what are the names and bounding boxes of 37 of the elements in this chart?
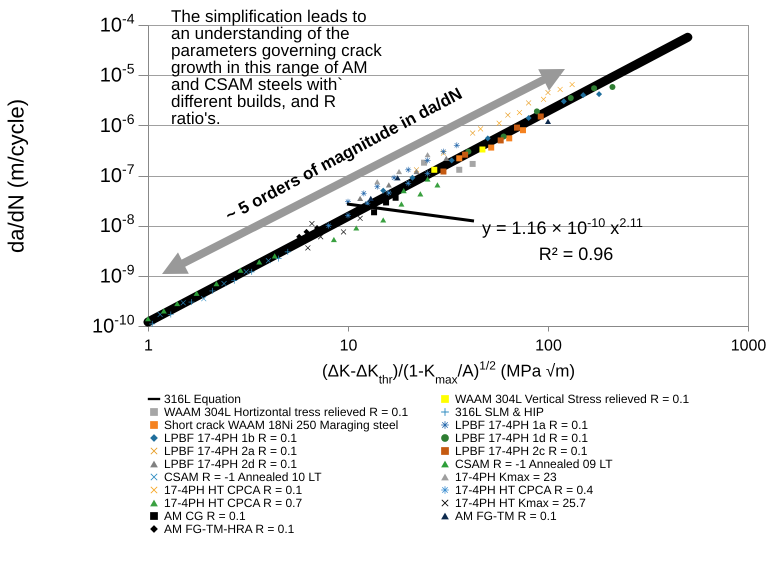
legend-label: AM FG-TM-HRA R = 0.1 bbox=[164, 522, 295, 536]
y-tick-label: 10$^{-9}$ bbox=[100, 261, 135, 288]
x-tick-label: 10 bbox=[340, 338, 358, 354]
legend-label: LPBF 17-4PH 1a R = 0.1 bbox=[455, 418, 588, 432]
y-axis-title: da/dN (m/cycle) bbox=[3, 98, 28, 254]
legend-label: 17-4PH HT CPCA R = 0.4 bbox=[455, 483, 594, 497]
legend-label: CSAM R = -1 Annealed 10 LT bbox=[164, 470, 322, 484]
legend-label: LPBF 17-4PH 1d R = 0.1 bbox=[455, 431, 588, 445]
x-tick-label: 1 bbox=[144, 338, 154, 354]
legend-label: 17-4PH HT CPCA R = 0.7 bbox=[164, 496, 302, 510]
y-tick-label: 10$^{-8}$ bbox=[100, 211, 135, 238]
y-tick-label: 10$^{-7}$ bbox=[100, 161, 135, 187]
legend-label: AM CG R = 0.1 bbox=[164, 509, 246, 523]
y-tick-label: 10$^{-6}$ bbox=[100, 110, 135, 137]
legend-label: LPBF 17-4PH 2c R = 0.1 bbox=[455, 444, 588, 458]
annotation: R² = 0.96 bbox=[538, 244, 614, 264]
x-tick-label: 100 bbox=[535, 338, 562, 354]
legend-label: WAAM 304L Vertical Stress relieved R = 0.1 bbox=[455, 392, 690, 406]
legend-label: 17-4PH HT Kmax = 25.7 bbox=[455, 496, 586, 510]
legend-label: WAAM 304L Hortizontal tress relieved R = 0.1 bbox=[164, 405, 409, 419]
legend-label: 316L Equation bbox=[164, 392, 241, 406]
x-axis-title: (ΔK-ΔK$_{thr}$)/(1-K$_{max}$/A)$^{1/2}$ (MPa √m) bbox=[322, 358, 576, 386]
legend-label: LPBF 17-4PH 1b R = 0.1 bbox=[164, 431, 298, 445]
legend-label: 17-4PH HT CPCA R = 0.1 bbox=[164, 483, 302, 497]
legend-label: CSAM R = -1 Annealed 09 LT bbox=[455, 457, 614, 471]
x-tick-label: 1000 bbox=[730, 338, 766, 354]
legend-label: 17-4PH Kmax = 23 bbox=[455, 470, 558, 484]
annotation: y = 1.16 × 10$^{-10}$ x$^{2.11}$ bbox=[482, 216, 643, 238]
legend-label: 316L SLM & HIP bbox=[455, 405, 544, 419]
y-tick-label: 10$^{-5}$ bbox=[100, 60, 135, 87]
legend-label: AM FG-TM R = 0.1 bbox=[455, 509, 558, 523]
legend-label: Short crack WAAM 18Ni 250 Maraging steel bbox=[164, 418, 398, 432]
legend-label: LPBF 17-4PH 2d R = 0.1 bbox=[164, 457, 298, 471]
annotation: The simplification leads to an understanding of the parameters governing crack growth in this range of AM and CSAM steels with` different builds, and R ratio's. bbox=[171, 7, 382, 128]
legend-label: LPBF 17-4PH 2a R = 0.1 bbox=[164, 444, 298, 458]
y-tick-label: 10$^{-4}$ bbox=[100, 10, 135, 36]
y-tick-label: 10$^{-10}$ bbox=[92, 312, 135, 338]
